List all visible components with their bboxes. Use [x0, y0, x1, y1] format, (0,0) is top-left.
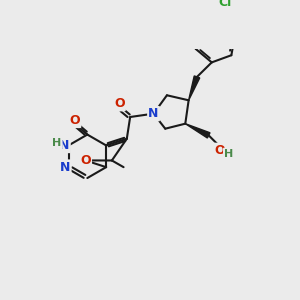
- Text: O: O: [70, 114, 80, 127]
- Polygon shape: [189, 76, 200, 100]
- Polygon shape: [185, 124, 210, 138]
- Text: H: H: [52, 138, 62, 148]
- Text: O: O: [80, 154, 91, 167]
- Text: O: O: [214, 144, 225, 157]
- Text: Cl: Cl: [218, 0, 232, 9]
- Text: H: H: [224, 149, 233, 159]
- Text: O: O: [114, 97, 124, 110]
- Text: N: N: [148, 107, 159, 120]
- Text: N: N: [60, 161, 70, 174]
- Text: N: N: [59, 139, 70, 152]
